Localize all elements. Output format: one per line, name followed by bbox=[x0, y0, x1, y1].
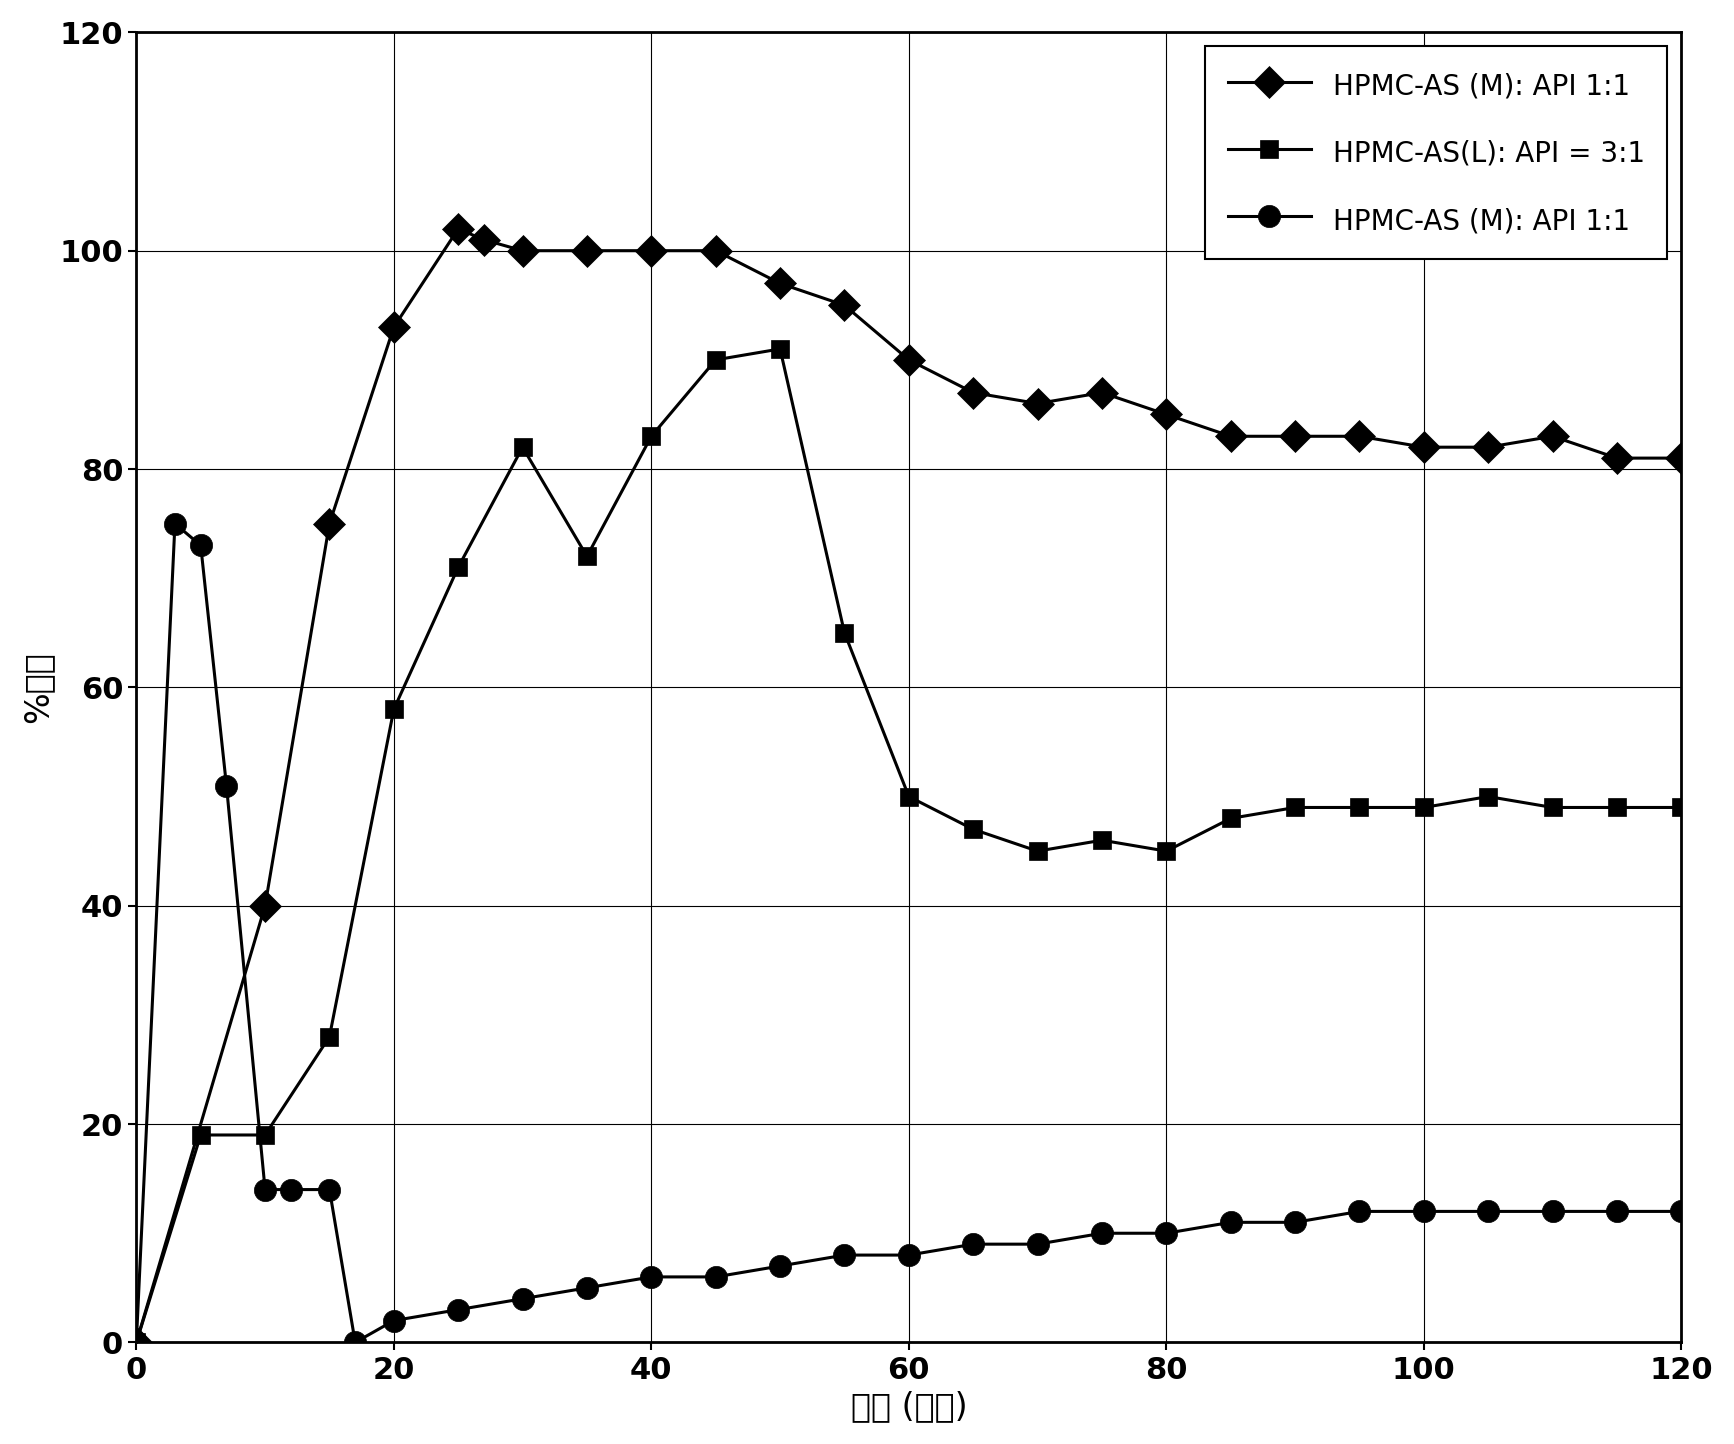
HPMC-AS (M): API 1:1: (60, 8): API 1:1: (60, 8) bbox=[898, 1246, 919, 1264]
HPMC-AS (M): API 1:1: (85, 11): API 1:1: (85, 11) bbox=[1221, 1213, 1242, 1230]
HPMC-AS(L): API = 3:1: (105, 50): API = 3:1: (105, 50) bbox=[1477, 788, 1498, 806]
HPMC-AS (M): API 1:1: (35, 5): API 1:1: (35, 5) bbox=[577, 1279, 598, 1297]
Y-axis label: %回收: %回收 bbox=[21, 651, 54, 723]
HPMC-AS (M): API 1:1: (0, 0): API 1:1: (0, 0) bbox=[127, 1334, 147, 1352]
HPMC-AS(L): API = 3:1: (95, 49): API = 3:1: (95, 49) bbox=[1349, 799, 1370, 816]
HPMC-AS(L): API = 3:1: (20, 58): API = 3:1: (20, 58) bbox=[383, 700, 404, 718]
HPMC-AS(L): API = 3:1: (15, 28): API = 3:1: (15, 28) bbox=[319, 1028, 340, 1045]
HPMC-AS (M): API 1:1: (7, 51): API 1:1: (7, 51) bbox=[217, 777, 238, 794]
HPMC-AS (M): API 1:1: (15, 14): API 1:1: (15, 14) bbox=[319, 1181, 340, 1199]
HPMC-AS (M): API 1:1: (115, 12): API 1:1: (115, 12) bbox=[1607, 1203, 1628, 1220]
HPMC-AS (M): API 1:1: (55, 8): API 1:1: (55, 8) bbox=[834, 1246, 855, 1264]
HPMC-AS(L): API = 3:1: (40, 83): API = 3:1: (40, 83) bbox=[642, 427, 662, 445]
HPMC-AS (M): API 1:1: (70, 86): API 1:1: (70, 86) bbox=[1027, 394, 1047, 412]
HPMC-AS (M): API 1:1: (50, 7): API 1:1: (50, 7) bbox=[770, 1258, 791, 1275]
HPMC-AS (M): API 1:1: (100, 82): API 1:1: (100, 82) bbox=[1413, 439, 1434, 456]
HPMC-AS(L): API = 3:1: (75, 46): API = 3:1: (75, 46) bbox=[1092, 832, 1113, 849]
HPMC-AS (M): API 1:1: (40, 100): API 1:1: (40, 100) bbox=[642, 243, 662, 260]
HPMC-AS (M): API 1:1: (75, 87): API 1:1: (75, 87) bbox=[1092, 384, 1113, 401]
HPMC-AS(L): API = 3:1: (100, 49): API = 3:1: (100, 49) bbox=[1413, 799, 1434, 816]
HPMC-AS (M): API 1:1: (35, 100): API 1:1: (35, 100) bbox=[577, 243, 598, 260]
Legend: HPMC-AS (M): API 1:1, HPMC-AS(L): API = 3:1, HPMC-AS (M): API 1:1: HPMC-AS (M): API 1:1, HPMC-AS(L): API = … bbox=[1205, 46, 1668, 258]
HPMC-AS(L): API = 3:1: (120, 49): API = 3:1: (120, 49) bbox=[1672, 799, 1692, 816]
HPMC-AS (M): API 1:1: (95, 12): API 1:1: (95, 12) bbox=[1349, 1203, 1370, 1220]
HPMC-AS(L): API = 3:1: (65, 47): API = 3:1: (65, 47) bbox=[962, 820, 983, 838]
Line: HPMC-AS(L): API = 3:1: HPMC-AS(L): API = 3:1 bbox=[127, 339, 1691, 1352]
HPMC-AS (M): API 1:1: (45, 6): API 1:1: (45, 6) bbox=[706, 1268, 727, 1285]
HPMC-AS (M): API 1:1: (115, 81): API 1:1: (115, 81) bbox=[1607, 449, 1628, 466]
HPMC-AS (M): API 1:1: (20, 93): API 1:1: (20, 93) bbox=[383, 319, 404, 336]
HPMC-AS (M): API 1:1: (17, 0): API 1:1: (17, 0) bbox=[345, 1334, 366, 1352]
HPMC-AS(L): API = 3:1: (50, 91): API = 3:1: (50, 91) bbox=[770, 341, 791, 358]
Line: HPMC-AS (M): API 1:1: HPMC-AS (M): API 1:1 bbox=[125, 218, 1692, 1353]
HPMC-AS(L): API = 3:1: (0, 0): API = 3:1: (0, 0) bbox=[127, 1334, 147, 1352]
HPMC-AS (M): API 1:1: (55, 95): API 1:1: (55, 95) bbox=[834, 296, 855, 313]
HPMC-AS(L): API = 3:1: (70, 45): API = 3:1: (70, 45) bbox=[1027, 842, 1047, 859]
HPMC-AS (M): API 1:1: (120, 81): API 1:1: (120, 81) bbox=[1672, 449, 1692, 466]
HPMC-AS (M): API 1:1: (40, 6): API 1:1: (40, 6) bbox=[642, 1268, 662, 1285]
HPMC-AS(L): API = 3:1: (10, 19): API = 3:1: (10, 19) bbox=[255, 1126, 276, 1144]
HPMC-AS (M): API 1:1: (100, 12): API 1:1: (100, 12) bbox=[1413, 1203, 1434, 1220]
HPMC-AS (M): API 1:1: (80, 10): API 1:1: (80, 10) bbox=[1157, 1225, 1177, 1242]
HPMC-AS(L): API = 3:1: (30, 82): API = 3:1: (30, 82) bbox=[512, 439, 532, 456]
HPMC-AS(L): API = 3:1: (90, 49): API = 3:1: (90, 49) bbox=[1285, 799, 1306, 816]
HPMC-AS (M): API 1:1: (65, 87): API 1:1: (65, 87) bbox=[962, 384, 983, 401]
HPMC-AS (M): API 1:1: (25, 102): API 1:1: (25, 102) bbox=[447, 219, 468, 237]
HPMC-AS (M): API 1:1: (45, 100): API 1:1: (45, 100) bbox=[706, 243, 727, 260]
HPMC-AS (M): API 1:1: (3, 75): API 1:1: (3, 75) bbox=[165, 516, 186, 533]
HPMC-AS (M): API 1:1: (10, 14): API 1:1: (10, 14) bbox=[255, 1181, 276, 1199]
HPMC-AS (M): API 1:1: (75, 10): API 1:1: (75, 10) bbox=[1092, 1225, 1113, 1242]
HPMC-AS(L): API = 3:1: (115, 49): API = 3:1: (115, 49) bbox=[1607, 799, 1628, 816]
HPMC-AS (M): API 1:1: (120, 12): API 1:1: (120, 12) bbox=[1672, 1203, 1692, 1220]
HPMC-AS (M): API 1:1: (12, 14): API 1:1: (12, 14) bbox=[281, 1181, 302, 1199]
HPMC-AS (M): API 1:1: (70, 9): API 1:1: (70, 9) bbox=[1027, 1236, 1047, 1253]
HPMC-AS(L): API = 3:1: (5, 19): API = 3:1: (5, 19) bbox=[191, 1126, 212, 1144]
HPMC-AS(L): API = 3:1: (45, 90): API = 3:1: (45, 90) bbox=[706, 351, 727, 368]
HPMC-AS (M): API 1:1: (90, 83): API 1:1: (90, 83) bbox=[1285, 427, 1306, 445]
HPMC-AS (M): API 1:1: (90, 11): API 1:1: (90, 11) bbox=[1285, 1213, 1306, 1230]
HPMC-AS (M): API 1:1: (85, 83): API 1:1: (85, 83) bbox=[1221, 427, 1242, 445]
HPMC-AS (M): API 1:1: (65, 9): API 1:1: (65, 9) bbox=[962, 1236, 983, 1253]
HPMC-AS (M): API 1:1: (25, 3): API 1:1: (25, 3) bbox=[447, 1301, 468, 1318]
X-axis label: 时间 (分钟): 时间 (分钟) bbox=[851, 1391, 968, 1424]
HPMC-AS (M): API 1:1: (110, 83): API 1:1: (110, 83) bbox=[1542, 427, 1562, 445]
HPMC-AS(L): API = 3:1: (55, 65): API = 3:1: (55, 65) bbox=[834, 624, 855, 641]
HPMC-AS (M): API 1:1: (0, 0): API 1:1: (0, 0) bbox=[127, 1334, 147, 1352]
HPMC-AS (M): API 1:1: (20, 2): API 1:1: (20, 2) bbox=[383, 1313, 404, 1330]
HPMC-AS (M): API 1:1: (30, 100): API 1:1: (30, 100) bbox=[512, 243, 532, 260]
HPMC-AS (M): API 1:1: (10, 40): API 1:1: (10, 40) bbox=[255, 897, 276, 914]
HPMC-AS (M): API 1:1: (15, 75): API 1:1: (15, 75) bbox=[319, 516, 340, 533]
HPMC-AS(L): API = 3:1: (85, 48): API = 3:1: (85, 48) bbox=[1221, 810, 1242, 827]
HPMC-AS (M): API 1:1: (105, 82): API 1:1: (105, 82) bbox=[1477, 439, 1498, 456]
HPMC-AS(L): API = 3:1: (25, 71): API = 3:1: (25, 71) bbox=[447, 559, 468, 576]
HPMC-AS(L): API = 3:1: (35, 72): API = 3:1: (35, 72) bbox=[577, 547, 598, 565]
HPMC-AS (M): API 1:1: (105, 12): API 1:1: (105, 12) bbox=[1477, 1203, 1498, 1220]
HPMC-AS(L): API = 3:1: (80, 45): API = 3:1: (80, 45) bbox=[1157, 842, 1177, 859]
HPMC-AS (M): API 1:1: (30, 4): API 1:1: (30, 4) bbox=[512, 1289, 532, 1307]
HPMC-AS(L): API = 3:1: (60, 50): API = 3:1: (60, 50) bbox=[898, 788, 919, 806]
Line: HPMC-AS (M): API 1:1: HPMC-AS (M): API 1:1 bbox=[125, 513, 1692, 1353]
HPMC-AS (M): API 1:1: (50, 97): API 1:1: (50, 97) bbox=[770, 274, 791, 292]
HPMC-AS (M): API 1:1: (5, 73): API 1:1: (5, 73) bbox=[191, 537, 212, 554]
HPMC-AS (M): API 1:1: (60, 90): API 1:1: (60, 90) bbox=[898, 351, 919, 368]
HPMC-AS(L): API = 3:1: (110, 49): API = 3:1: (110, 49) bbox=[1542, 799, 1562, 816]
HPMC-AS (M): API 1:1: (110, 12): API 1:1: (110, 12) bbox=[1542, 1203, 1562, 1220]
HPMC-AS (M): API 1:1: (80, 85): API 1:1: (80, 85) bbox=[1157, 406, 1177, 423]
HPMC-AS (M): API 1:1: (27, 101): API 1:1: (27, 101) bbox=[473, 231, 494, 248]
HPMC-AS (M): API 1:1: (95, 83): API 1:1: (95, 83) bbox=[1349, 427, 1370, 445]
